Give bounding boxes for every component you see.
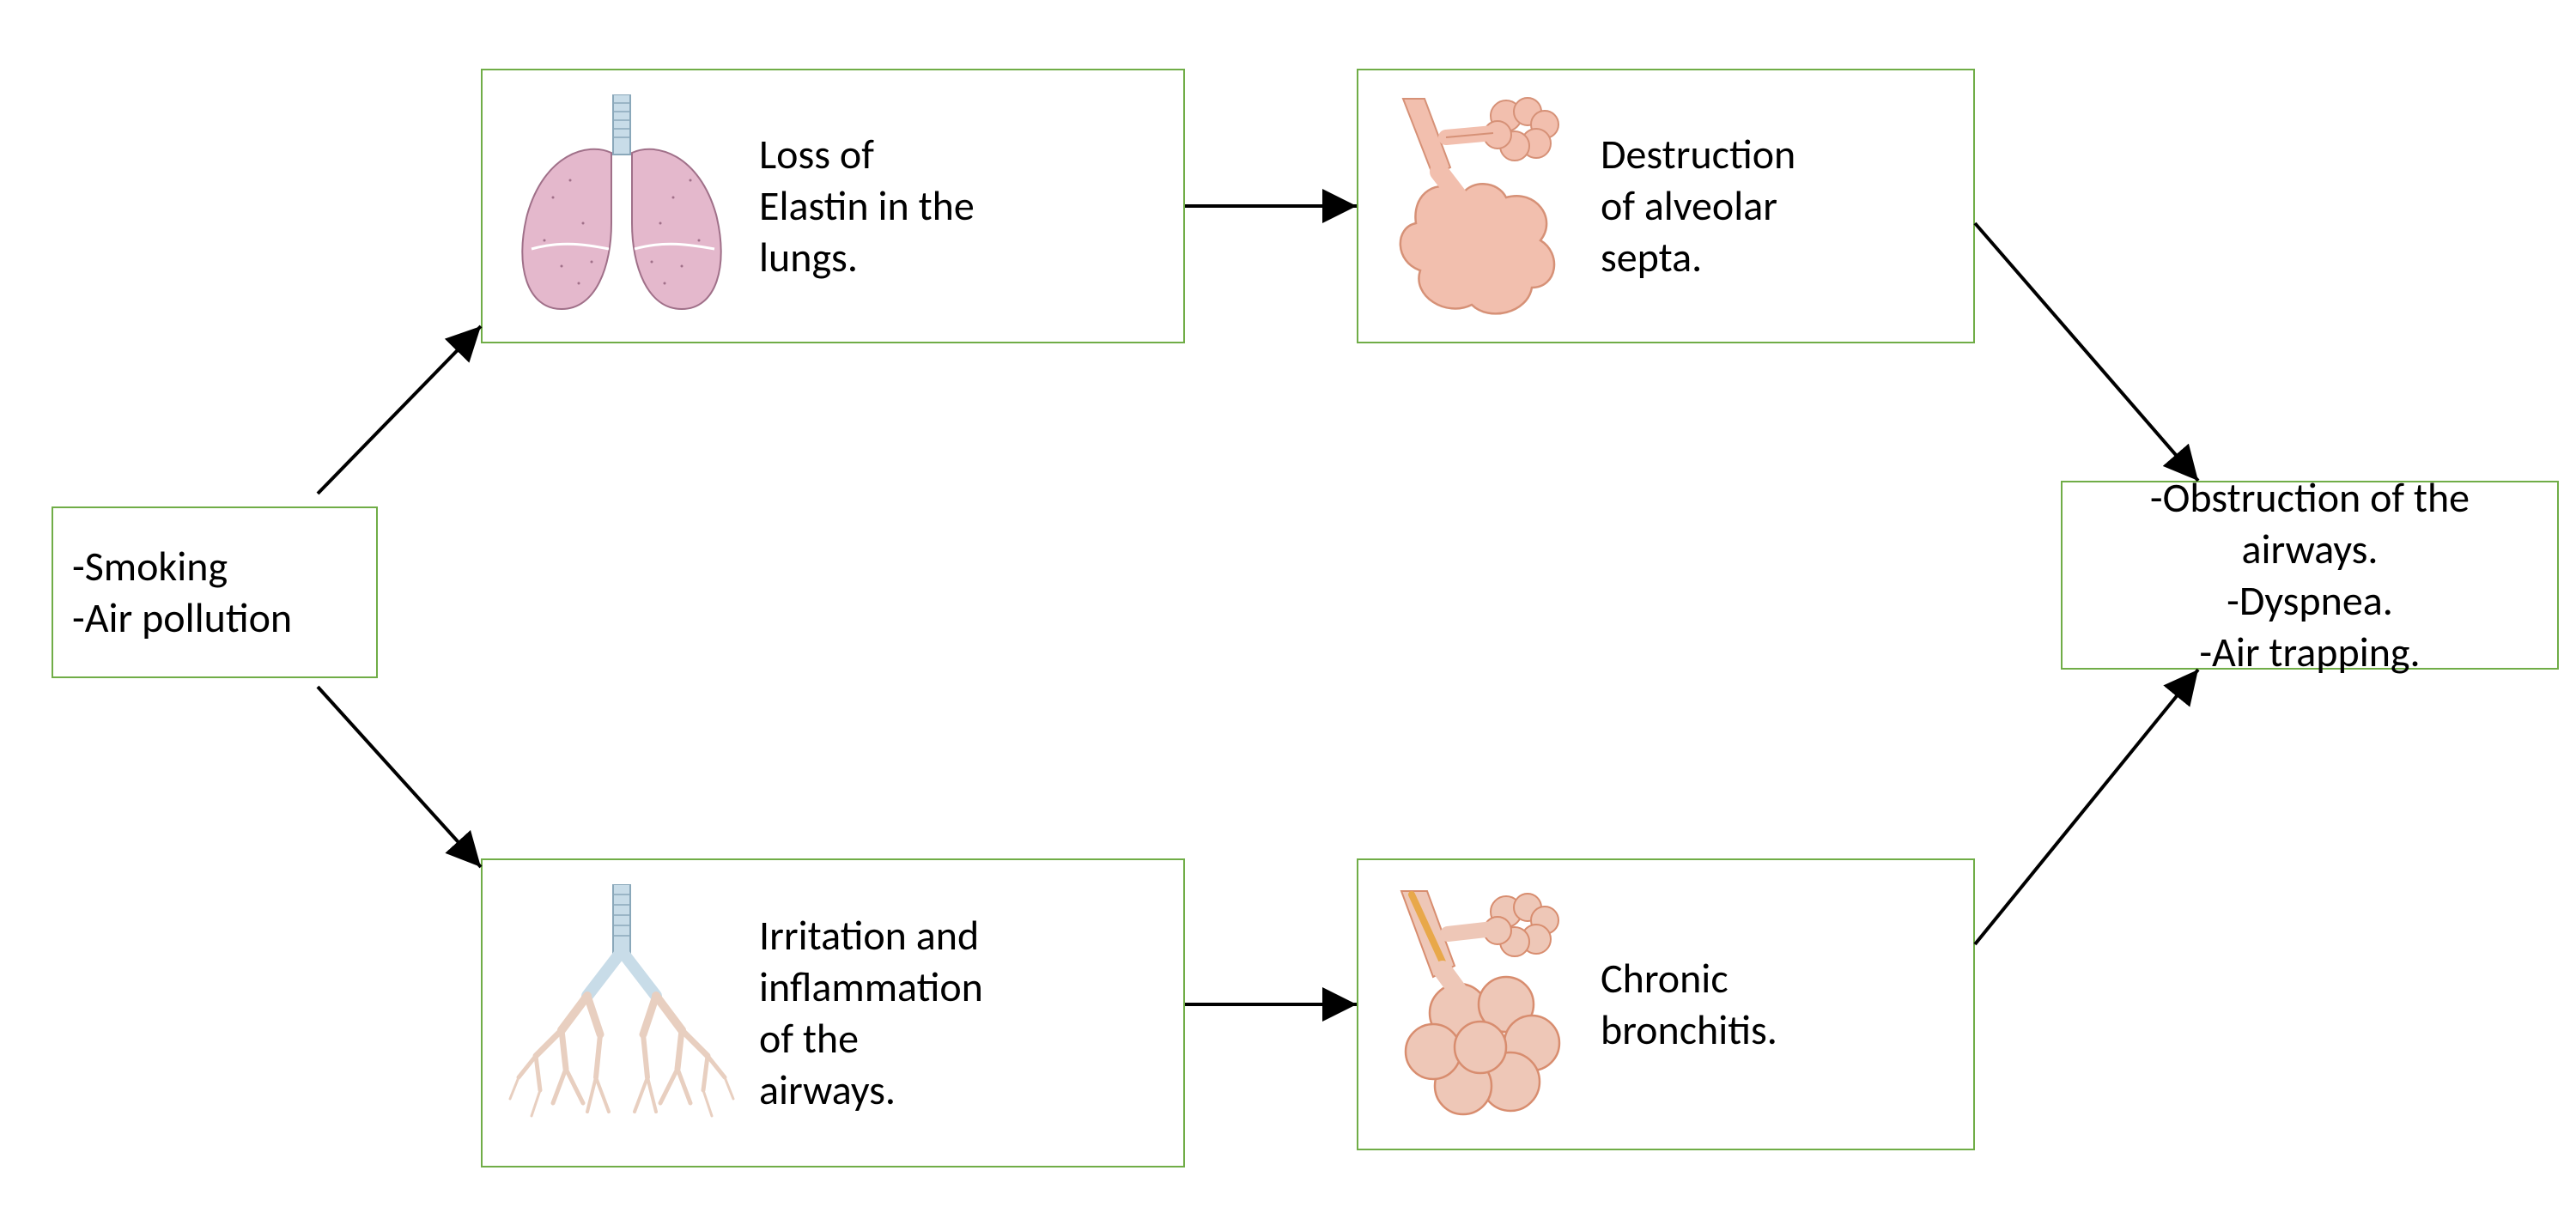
edge-bronchitis-outcome [0,0,2576,1219]
